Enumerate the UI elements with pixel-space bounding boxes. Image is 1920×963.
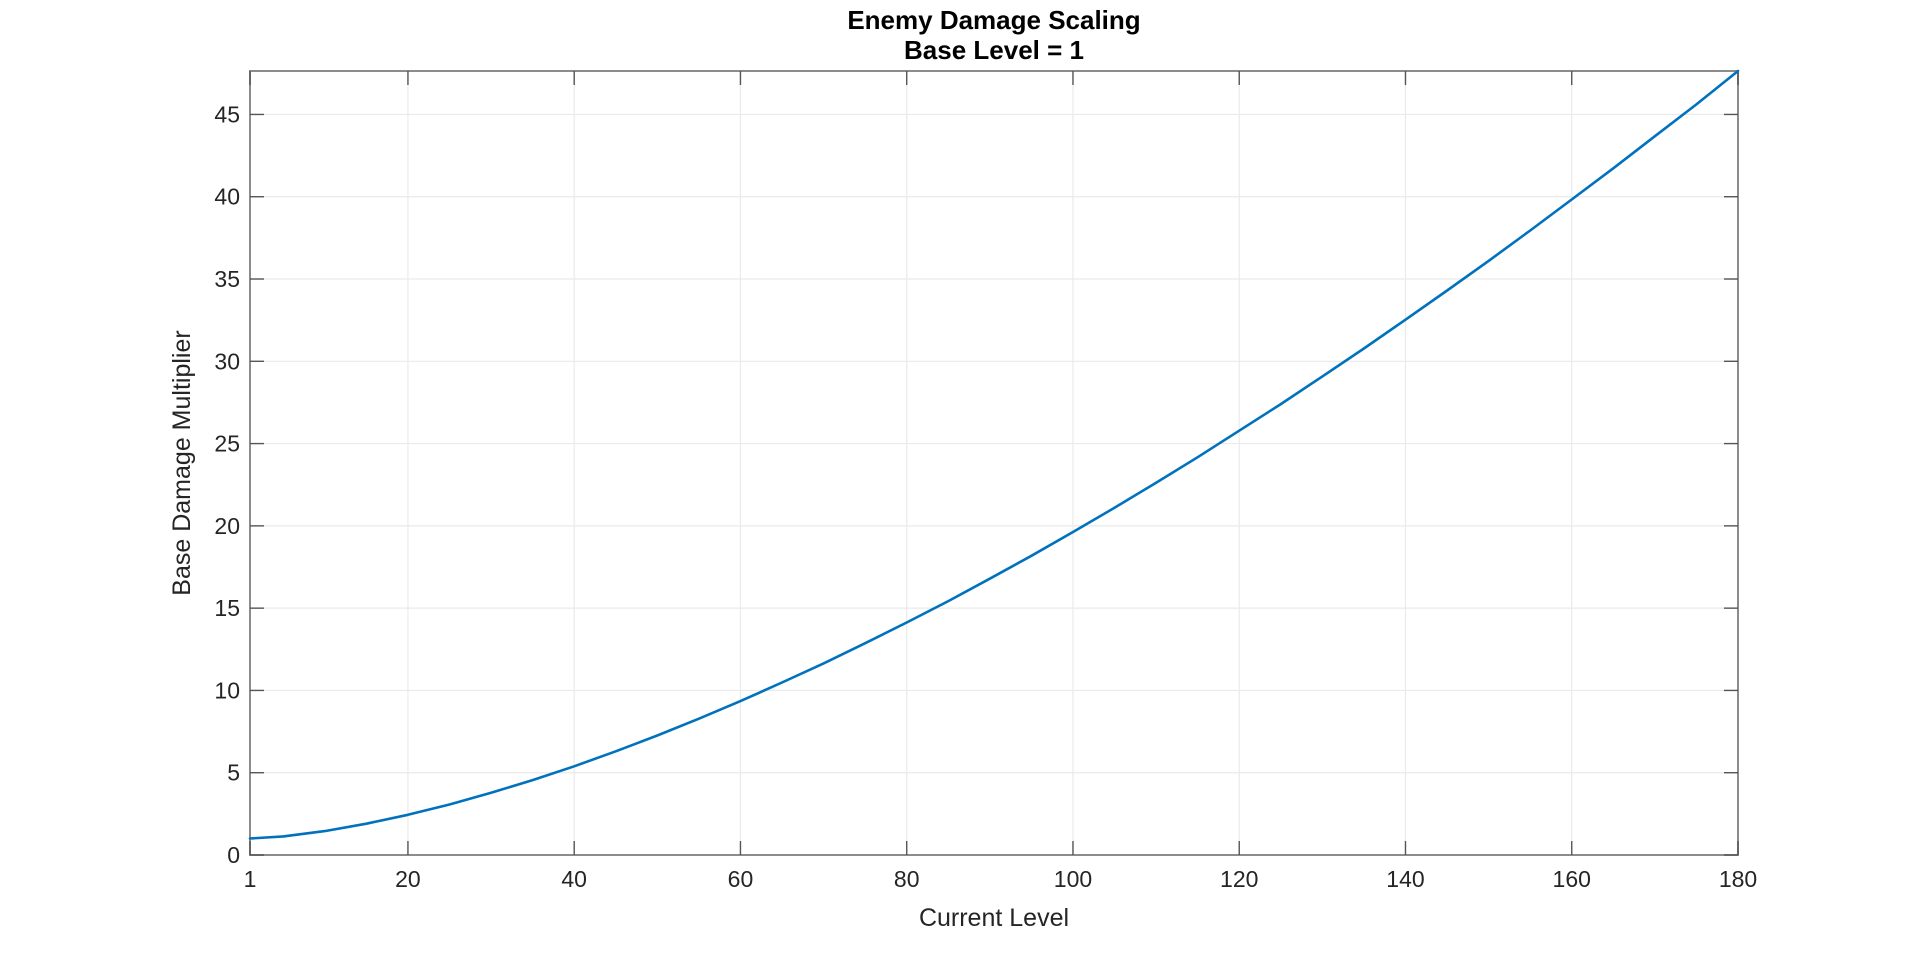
y-tick-label: 0 xyxy=(227,842,240,868)
x-tick-label: 1 xyxy=(244,866,257,892)
x-axis-label: Current Level xyxy=(919,904,1069,932)
x-tick-label: 120 xyxy=(1220,866,1258,892)
y-tick-label: 20 xyxy=(214,513,240,539)
axes-box xyxy=(249,70,1739,856)
y-tick-label: 5 xyxy=(227,760,240,786)
y-tick-label: 15 xyxy=(214,595,240,621)
chart-title-line2: Base Level = 1 xyxy=(904,35,1084,65)
x-tick-label: 140 xyxy=(1386,866,1424,892)
y-tick-label: 10 xyxy=(214,677,240,703)
y-tick-label: 25 xyxy=(214,431,240,457)
x-tick-label: 100 xyxy=(1054,866,1092,892)
damage-curve xyxy=(248,69,1740,840)
y-axis-label: Base Damage Multiplier xyxy=(168,330,196,595)
x-tick-label: 40 xyxy=(561,866,587,892)
x-tick-label: 60 xyxy=(728,866,754,892)
x-tick-label: 160 xyxy=(1553,866,1591,892)
x-tick-label: 180 xyxy=(1719,866,1757,892)
y-tick-label: 45 xyxy=(214,101,240,127)
y-tick-label: 35 xyxy=(214,266,240,292)
x-tick-label: 20 xyxy=(395,866,421,892)
x-tick-label: 80 xyxy=(894,866,920,892)
chart-title: Enemy Damage Scaling Base Level = 1 xyxy=(250,5,1738,65)
y-tick-label: 40 xyxy=(214,184,240,210)
y-tick-label: 30 xyxy=(214,348,240,374)
chart-title-line1: Enemy Damage Scaling xyxy=(847,5,1141,35)
